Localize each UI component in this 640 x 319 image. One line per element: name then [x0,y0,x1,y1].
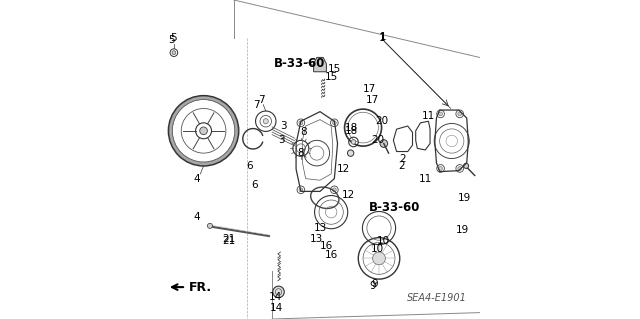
Text: 17: 17 [363,84,376,94]
Text: 19: 19 [458,193,471,203]
Text: 9: 9 [371,279,378,289]
Text: 6: 6 [252,180,258,190]
Circle shape [299,188,303,192]
Text: 21: 21 [223,234,236,244]
Text: 20: 20 [376,116,388,126]
Text: 3: 3 [280,121,287,131]
Text: B-33-60: B-33-60 [273,57,325,70]
Circle shape [372,252,385,265]
Text: 10: 10 [376,236,390,246]
Circle shape [458,167,461,170]
Text: 14: 14 [270,303,284,313]
Text: SEA4-E1901: SEA4-E1901 [406,293,467,303]
Text: 16: 16 [324,250,338,260]
Text: 10: 10 [371,244,384,254]
Text: 18: 18 [344,122,358,133]
Text: FR.: FR. [189,281,212,293]
Text: 1: 1 [379,33,385,43]
Text: 8: 8 [298,148,304,158]
Text: 1: 1 [380,32,386,42]
Text: 2: 2 [399,154,406,165]
Text: 2: 2 [398,161,404,171]
Text: 11: 11 [419,174,432,184]
Circle shape [458,112,461,116]
Text: 17: 17 [366,94,380,105]
Text: 20: 20 [371,135,384,145]
Text: 4: 4 [194,212,200,222]
Text: 15: 15 [324,71,338,82]
Circle shape [332,121,336,125]
Text: 5: 5 [170,33,177,43]
Text: 12: 12 [342,189,355,200]
Circle shape [463,163,468,168]
Text: 13: 13 [314,223,326,233]
Text: 8: 8 [301,127,307,137]
Circle shape [263,119,268,124]
Text: 13: 13 [310,234,323,244]
Circle shape [380,140,388,147]
Circle shape [172,51,176,55]
Text: 7: 7 [258,95,264,106]
Text: 4: 4 [194,174,200,184]
Text: 7: 7 [253,100,259,110]
Circle shape [207,223,212,228]
Text: 5: 5 [168,35,175,45]
Circle shape [438,167,442,170]
Text: 12: 12 [337,164,351,174]
Text: 3: 3 [278,135,285,145]
Circle shape [348,150,354,156]
Text: B-33-60: B-33-60 [369,201,420,214]
Text: 6: 6 [246,161,253,171]
Circle shape [332,188,336,192]
Circle shape [438,112,442,116]
Text: 9: 9 [369,280,376,291]
Text: 14: 14 [269,292,282,302]
Text: 19: 19 [455,225,468,235]
Text: 18: 18 [345,126,358,136]
Polygon shape [314,57,326,72]
Text: 15: 15 [328,63,341,74]
Circle shape [200,127,207,135]
Circle shape [351,140,356,144]
Text: 11: 11 [422,111,435,122]
Circle shape [299,121,303,125]
Text: 16: 16 [320,241,333,251]
Circle shape [273,286,284,298]
Text: 21: 21 [223,236,236,246]
